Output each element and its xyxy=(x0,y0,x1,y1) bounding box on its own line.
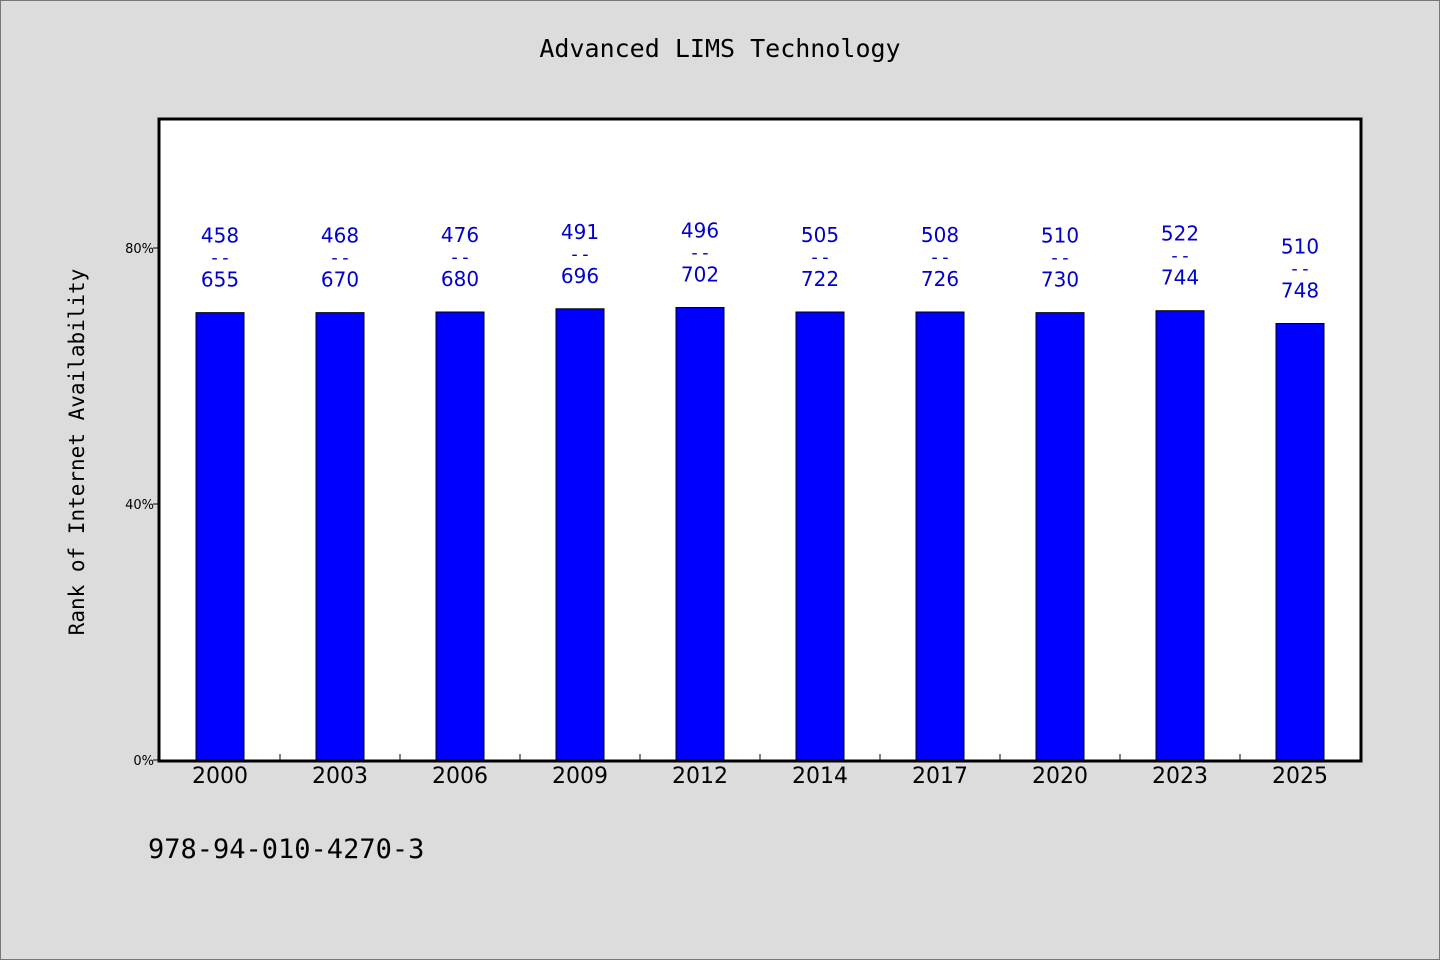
x-tick-label: 2012 xyxy=(672,764,728,789)
x-tick-label: 2009 xyxy=(552,764,608,789)
bar-group xyxy=(195,307,1325,761)
data-label-separator: -- xyxy=(209,248,231,269)
bar xyxy=(915,311,965,761)
data-label-denominator: 744 xyxy=(1161,266,1199,290)
x-tick-label: 2003 xyxy=(312,764,368,789)
x-tick-label: 2023 xyxy=(1152,764,1208,789)
bar xyxy=(435,311,485,761)
isbn-text: 978-94-010-4270-3 xyxy=(148,834,425,865)
x-tick-label: 2020 xyxy=(1032,764,1088,789)
bar xyxy=(675,307,725,761)
bar xyxy=(1035,312,1085,761)
data-label-denominator: 680 xyxy=(441,267,479,291)
x-tick-label: 2014 xyxy=(792,764,848,789)
bar xyxy=(795,311,845,761)
data-label-denominator: 670 xyxy=(321,268,359,292)
data-label-numerator: 508 xyxy=(921,223,959,247)
data-label-denominator: 726 xyxy=(921,267,959,291)
x-tick-label: 2025 xyxy=(1272,764,1328,789)
data-label-numerator: 505 xyxy=(801,223,839,247)
x-tick-label: 2006 xyxy=(432,764,488,789)
bar xyxy=(1275,323,1325,761)
data-label-denominator: 730 xyxy=(1041,268,1079,292)
y-tick-label: 40% xyxy=(125,498,154,513)
data-label-separator: -- xyxy=(449,247,471,268)
x-tick-label: 2000 xyxy=(192,764,248,789)
data-label-numerator: 510 xyxy=(1281,235,1319,259)
bar xyxy=(1155,310,1205,761)
data-label-denominator: 696 xyxy=(561,264,599,288)
data-label-numerator: 458 xyxy=(201,224,239,248)
data-label-separator: -- xyxy=(569,244,591,265)
y-axis: 0% 40% 80% xyxy=(125,242,160,769)
x-axis: 2000 2003 2006 2009 2012 2014 2017 2020 2023 2025 xyxy=(192,754,1328,789)
data-label-numerator: 468 xyxy=(321,224,359,248)
data-label-separator: -- xyxy=(1169,246,1191,267)
data-label-denominator: 748 xyxy=(1281,279,1319,303)
data-label-numerator: 496 xyxy=(681,219,719,243)
data-labels: 458--655468--670476--680491--696496--702… xyxy=(201,219,1319,303)
data-label-separator: -- xyxy=(809,247,831,268)
data-label-numerator: 510 xyxy=(1041,224,1079,248)
data-label-separator: -- xyxy=(329,248,351,269)
data-label-separator: -- xyxy=(1289,259,1311,280)
y-tick-label: 0% xyxy=(133,754,154,769)
data-label-denominator: 655 xyxy=(201,268,239,292)
chart-title: Advanced LIMS Technology xyxy=(539,34,901,63)
data-label-separator: -- xyxy=(929,247,951,268)
bar xyxy=(195,312,245,761)
data-label-separator: -- xyxy=(689,243,711,264)
y-tick-label: 80% xyxy=(125,242,154,257)
x-tick-label: 2017 xyxy=(912,764,968,789)
data-label-numerator: 491 xyxy=(561,220,599,244)
data-label-separator: -- xyxy=(1049,248,1071,269)
data-label-numerator: 522 xyxy=(1161,222,1199,246)
bar xyxy=(315,312,365,761)
data-label-denominator: 702 xyxy=(681,263,719,287)
data-label-numerator: 476 xyxy=(441,223,479,247)
data-label-denominator: 722 xyxy=(801,267,839,291)
y-axis-label: Rank of Internet Availability xyxy=(65,269,89,636)
bar xyxy=(555,308,605,761)
